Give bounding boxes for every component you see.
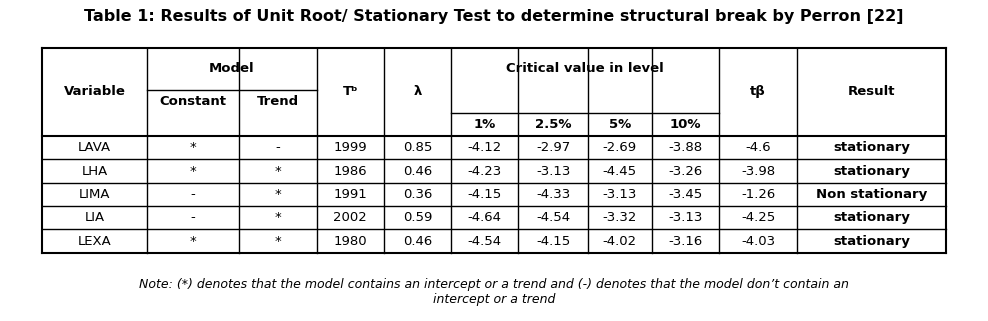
Text: 1986: 1986 — [334, 165, 368, 178]
Text: -3.16: -3.16 — [668, 235, 702, 247]
Text: Trend: Trend — [257, 95, 299, 108]
Text: *: * — [190, 165, 197, 178]
Text: 5%: 5% — [609, 118, 630, 131]
Text: 0.46: 0.46 — [403, 165, 432, 178]
Text: LHA: LHA — [81, 165, 108, 178]
Text: -1.26: -1.26 — [741, 188, 776, 201]
Text: -2.97: -2.97 — [535, 141, 570, 154]
Text: LAVA: LAVA — [78, 141, 111, 154]
Text: -4.64: -4.64 — [467, 211, 502, 224]
Text: -4.54: -4.54 — [467, 235, 502, 247]
Text: -4.15: -4.15 — [467, 188, 502, 201]
Text: -4.15: -4.15 — [535, 235, 570, 247]
Text: -3.98: -3.98 — [741, 165, 776, 178]
Text: -3.88: -3.88 — [668, 141, 702, 154]
Text: λ: λ — [413, 85, 422, 98]
Text: -4.02: -4.02 — [603, 235, 636, 247]
Text: -4.23: -4.23 — [467, 165, 502, 178]
Text: 1%: 1% — [473, 118, 496, 131]
Text: 0.46: 0.46 — [403, 235, 432, 247]
Text: 1991: 1991 — [334, 188, 368, 201]
Text: -4.6: -4.6 — [745, 141, 771, 154]
Text: Model: Model — [208, 62, 255, 75]
Text: *: * — [275, 235, 282, 247]
Text: Variable: Variable — [63, 85, 125, 98]
Text: Result: Result — [848, 85, 895, 98]
Text: -: - — [191, 188, 196, 201]
Text: -3.45: -3.45 — [668, 188, 702, 201]
Text: 0.36: 0.36 — [403, 188, 432, 201]
Text: -: - — [276, 141, 281, 154]
Text: tβ: tβ — [750, 85, 766, 98]
Text: -3.26: -3.26 — [668, 165, 702, 178]
Text: Note: (*) denotes that the model contains an intercept or a trend and (-) denote: Note: (*) denotes that the model contain… — [139, 278, 849, 306]
Text: LEXA: LEXA — [77, 235, 112, 247]
Text: 0.85: 0.85 — [403, 141, 432, 154]
Text: *: * — [275, 211, 282, 224]
Text: LIMA: LIMA — [79, 188, 110, 201]
Text: 2.5%: 2.5% — [535, 118, 571, 131]
Text: -3.13: -3.13 — [535, 165, 570, 178]
Text: -3.13: -3.13 — [668, 211, 702, 224]
Text: -4.45: -4.45 — [603, 165, 636, 178]
Text: LIA: LIA — [84, 211, 105, 224]
Text: -2.69: -2.69 — [603, 141, 636, 154]
Text: -4.54: -4.54 — [536, 211, 570, 224]
Text: stationary: stationary — [833, 235, 910, 247]
Text: -3.32: -3.32 — [603, 211, 637, 224]
Text: 0.59: 0.59 — [403, 211, 432, 224]
Text: Table 1: Results of Unit Root/ Stationary Test to determine structural break by : Table 1: Results of Unit Root/ Stationar… — [84, 9, 904, 24]
Text: 1980: 1980 — [334, 235, 368, 247]
Text: Constant: Constant — [159, 95, 226, 108]
Text: stationary: stationary — [833, 165, 910, 178]
Text: -3.13: -3.13 — [603, 188, 637, 201]
Text: stationary: stationary — [833, 211, 910, 224]
Text: -4.33: -4.33 — [535, 188, 570, 201]
Text: 10%: 10% — [670, 118, 700, 131]
Text: 1999: 1999 — [334, 141, 368, 154]
Text: stationary: stationary — [833, 141, 910, 154]
Text: Non stationary: Non stationary — [816, 188, 927, 201]
Text: *: * — [275, 188, 282, 201]
Text: -4.25: -4.25 — [741, 211, 776, 224]
Text: 2002: 2002 — [334, 211, 368, 224]
Text: Critical value in level: Critical value in level — [506, 62, 664, 75]
Text: *: * — [190, 141, 197, 154]
Text: -4.12: -4.12 — [467, 141, 502, 154]
Text: -4.03: -4.03 — [741, 235, 776, 247]
Text: -: - — [191, 211, 196, 224]
Text: Tᵇ: Tᵇ — [343, 85, 358, 98]
Text: *: * — [190, 235, 197, 247]
Text: *: * — [275, 165, 282, 178]
